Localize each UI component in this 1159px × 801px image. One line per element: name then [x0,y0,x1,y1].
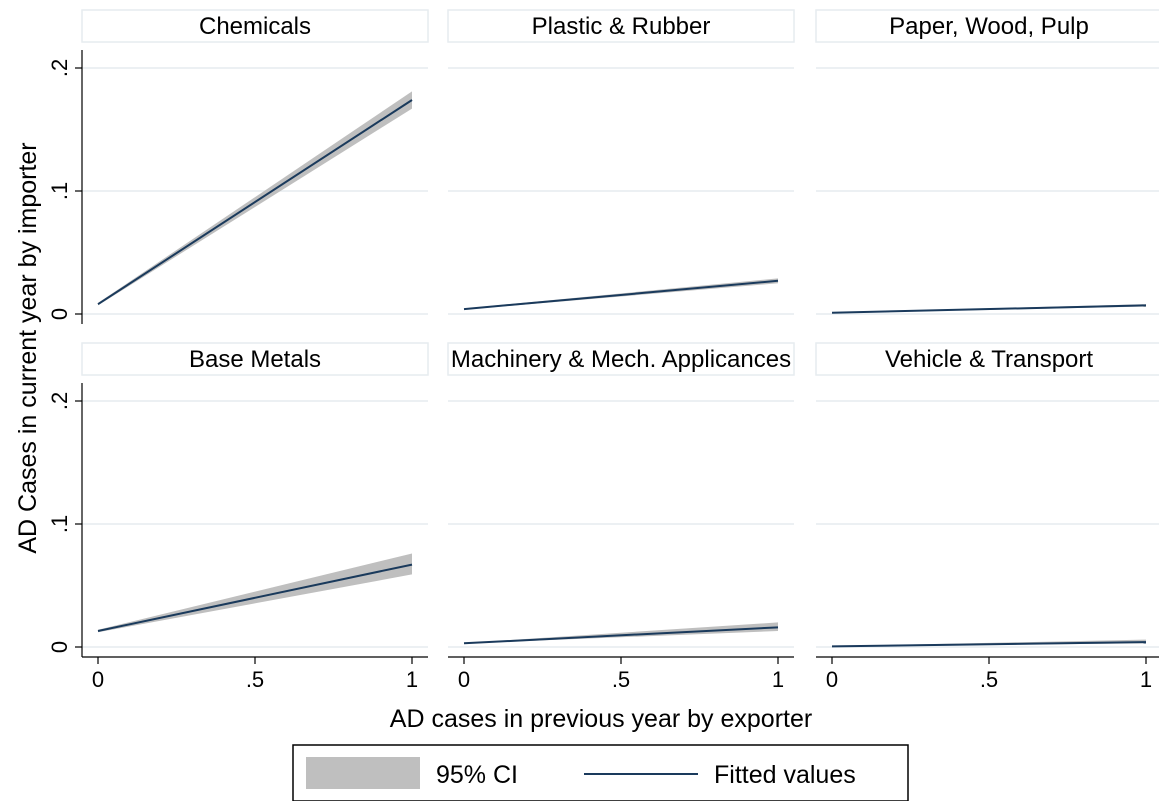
fitted-line [831,641,1147,648]
fitted-line [463,626,779,645]
y-tick-label: .1 [47,182,72,200]
legend-ci-swatch [306,757,420,789]
ci-band [464,622,778,644]
y-tick-label: 0 [47,308,72,320]
ci-band [98,553,412,633]
panel-title-strip [815,342,1159,376]
legend-ci-label: 95% CI [436,761,518,789]
x-tick-label: 1 [1140,667,1152,692]
x-tick-label: 0 [92,667,104,692]
y-tick-label: .2 [47,392,72,410]
panel-title-strip [81,342,429,376]
panel-5: Machinery & Mech. Applicances 0 .5 1 [447,342,795,692]
panel-3: Paper, Wood, Pulp [815,9,1159,315]
panel-1: Chemicals 0 .1 .2 [47,9,429,324]
panel-title: Paper, Wood, Pulp [889,13,1089,40]
y-tick-label: .2 [47,59,72,77]
x-tick-label: 0 [458,667,470,692]
x-tick-label: 1 [406,667,418,692]
panel-title: Machinery & Mech. Applicances [451,346,791,373]
x-axis-label: AD cases in previous year by exporter [390,705,812,733]
panel-title-strip [815,9,1159,43]
panel-title-strip [81,9,429,43]
panel-title: Chemicals [199,13,311,40]
ci-band [98,91,412,306]
panel-title: Vehicle & Transport [885,346,1093,373]
legend: 95% CI Fitted values [292,744,909,801]
legend-fit-label: Fitted values [714,761,856,789]
fitted-line [97,99,413,305]
y-tick-label: .1 [47,515,72,533]
panel-title: Base Metals [189,346,321,373]
panel-title-strip [447,342,795,376]
fitted-line [831,304,1147,314]
panel-6: Vehicle & Transport 0 .5 1 [815,342,1159,692]
y-axis-label: AD Cases in current year by importer [14,142,42,553]
x-tick-label: .5 [612,667,630,692]
x-tick-label: .5 [246,667,264,692]
x-tick-label: 0 [826,667,838,692]
panels: Chemicals 0 .1 .2 Plastic & Rubber Paper, Woo… [47,9,1159,692]
panel-2: Plastic & Rubber [447,9,795,315]
panel-title: Plastic & Rubber [532,13,711,40]
fitted-line [97,563,413,632]
y-tick-label: 0 [47,641,72,653]
panel-4: Base Metals 0 .1 .2 0 .5 1 [47,342,429,692]
x-tick-label: 1 [772,667,784,692]
x-tick-label: .5 [980,667,998,692]
fitted-line [463,279,779,311]
panel-title-strip [447,9,795,43]
